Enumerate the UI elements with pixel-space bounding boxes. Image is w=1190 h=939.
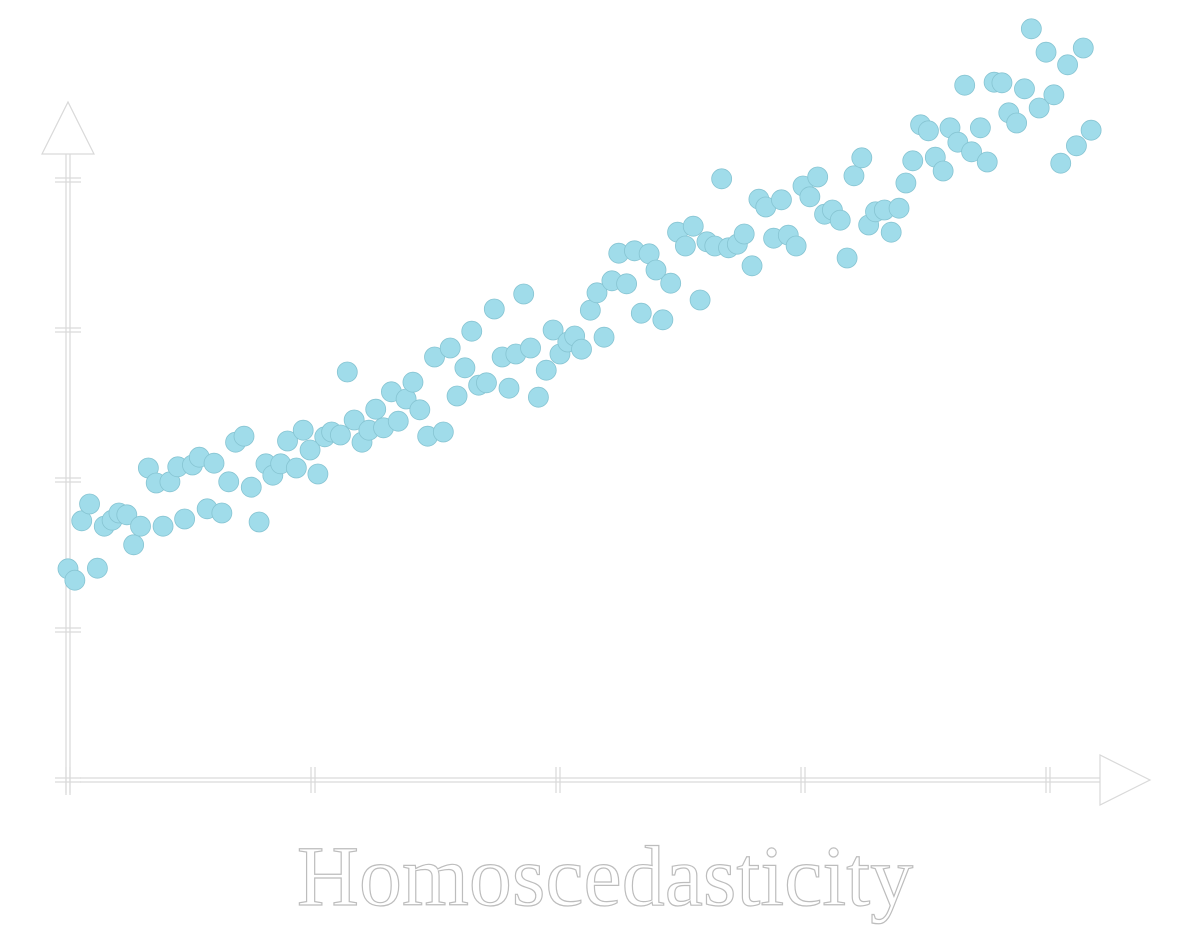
scatter-point (616, 273, 637, 295)
scatter-point (682, 215, 704, 237)
scatter-point (409, 399, 431, 421)
scatter-point (79, 493, 100, 515)
scatter-point (829, 209, 851, 231)
scatter-point (307, 463, 329, 485)
scatter-point (660, 272, 682, 294)
scatter-point (1080, 119, 1102, 141)
scatter-point (64, 569, 86, 591)
scatter-point (87, 557, 108, 579)
scatter-point (1020, 18, 1042, 40)
scatter-point (542, 319, 564, 341)
scatter-point (424, 346, 445, 368)
scatter-point (918, 120, 939, 142)
scatter-point (461, 320, 483, 342)
points (57, 18, 1102, 591)
scatter-point (233, 425, 255, 447)
scatter-point (771, 189, 792, 211)
y-axis-arrow (41, 100, 95, 155)
scatter-point (520, 337, 541, 359)
scatter-point (402, 371, 424, 393)
scatter-point (1057, 54, 1078, 76)
scatter-point (330, 424, 351, 446)
scatter-point (689, 289, 711, 311)
scatter-point (843, 165, 865, 187)
scatter-point (336, 361, 358, 383)
scatter-point (174, 508, 196, 530)
scatter-point (1035, 41, 1057, 63)
scatter-point (1050, 152, 1072, 174)
scatter-point (439, 337, 461, 359)
scatter-point (932, 160, 954, 182)
scatter-point (277, 430, 298, 452)
scatter-point (976, 151, 998, 173)
scatter-point (292, 419, 314, 441)
scatter-point (741, 255, 763, 277)
scatter-point (1066, 135, 1087, 157)
scatter-point (211, 502, 233, 524)
scatter-point (218, 471, 240, 493)
scatter-point (446, 385, 468, 407)
scatter-point (152, 515, 174, 537)
scatter-point (880, 221, 902, 243)
scatter-point (535, 359, 557, 381)
scatter-point (733, 223, 755, 245)
scatter-point (1028, 97, 1050, 119)
scatter-point (476, 372, 497, 394)
scatter-point (902, 150, 924, 172)
scatter-point (593, 326, 615, 348)
chart-title: Homoscedasticity (297, 828, 913, 924)
scatter-point (432, 421, 454, 443)
scatter-point (1043, 84, 1065, 106)
scatter-point (387, 410, 409, 432)
scatter-point (1072, 37, 1094, 59)
scatter-point (123, 534, 145, 556)
scatter-point (895, 172, 917, 194)
scatter-point (799, 186, 821, 208)
scatter-point (285, 457, 307, 479)
scatter-point (630, 302, 652, 324)
scatter-point (954, 74, 976, 96)
scatter-point (675, 235, 696, 257)
scatter-point (483, 298, 505, 320)
scatter-point (343, 409, 365, 431)
scatter-point (454, 357, 476, 379)
scatter-point (299, 439, 321, 461)
axes (41, 100, 1152, 806)
ticks (55, 177, 1051, 793)
scatter-point (528, 386, 549, 408)
x-axis-arrow (1099, 754, 1152, 806)
scatter-point (807, 166, 829, 188)
scatter-point (888, 197, 910, 219)
scatter-point (836, 247, 858, 269)
scatter-point (248, 511, 270, 533)
scatter-point (130, 515, 151, 537)
scatter-point (571, 338, 592, 360)
scatter-point (711, 168, 733, 190)
scatter-point (579, 299, 601, 321)
scatter-point (116, 504, 138, 526)
scatter-point (203, 452, 225, 474)
scatter-point (785, 235, 807, 257)
scatter-point (652, 309, 674, 331)
scatter-point (586, 282, 608, 304)
scatter-point (1014, 78, 1035, 100)
scatter-point (969, 117, 991, 139)
scatter-point (645, 259, 667, 281)
scatter-point (961, 141, 982, 163)
scatter-point (851, 147, 873, 169)
scatter-point (498, 377, 520, 399)
scatter-point (240, 476, 262, 498)
scatter-point (991, 72, 1013, 94)
scatter-point (365, 398, 387, 420)
scatter-point (1006, 112, 1028, 134)
scatter-point (513, 283, 535, 305)
